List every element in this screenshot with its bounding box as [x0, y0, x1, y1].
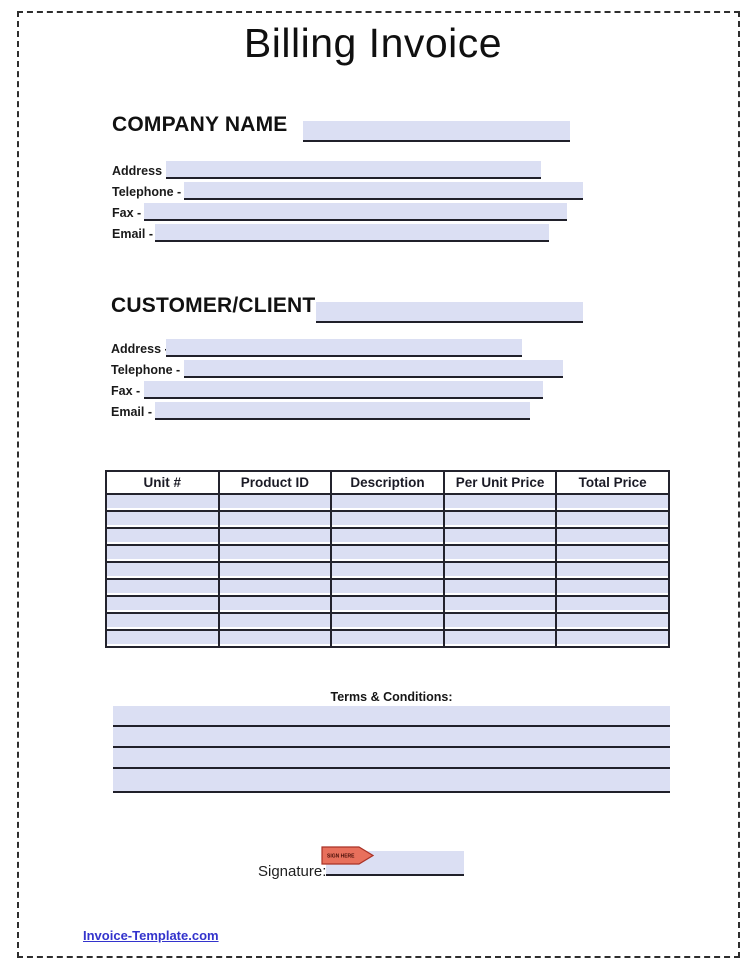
table-cell[interactable] — [555, 629, 670, 648]
table-row — [105, 510, 670, 529]
table-cell[interactable] — [217, 510, 333, 529]
customer-fax-label: Fax - — [111, 384, 141, 398]
customer-address-label: Address - — [111, 342, 169, 356]
company-telephone-label: Telephone - — [112, 185, 182, 199]
company-telephone-field[interactable] — [184, 182, 583, 200]
customer-email-label: Email - — [111, 405, 152, 419]
table-row — [105, 561, 670, 580]
table-cell[interactable] — [105, 527, 220, 546]
table-cell[interactable] — [105, 561, 220, 580]
table-cell[interactable] — [330, 493, 445, 512]
table-cell[interactable] — [442, 595, 558, 614]
table-row — [105, 544, 670, 563]
col-header-product-id: Product ID — [217, 470, 333, 495]
table-cell[interactable] — [330, 629, 445, 648]
col-header-per-unit-price: Per Unit Price — [442, 470, 558, 495]
customer-telephone-label: Telephone - — [111, 363, 181, 377]
table-cell[interactable] — [105, 612, 220, 631]
table-cell[interactable] — [555, 544, 670, 563]
table-cell[interactable] — [217, 561, 333, 580]
company-email-label: Email - — [112, 227, 153, 241]
table-cell[interactable] — [217, 629, 333, 648]
table-cell[interactable] — [105, 578, 220, 597]
table-cell[interactable] — [555, 612, 670, 631]
table-cell[interactable] — [105, 493, 220, 512]
sign-here-tag-icon[interactable]: SIGN HERE — [321, 846, 374, 865]
footer-link[interactable]: Invoice-Template.com — [83, 928, 219, 943]
company-address-label: Address - — [112, 164, 170, 178]
table-cell[interactable] — [442, 544, 558, 563]
customer-fax-field[interactable] — [144, 381, 543, 399]
customer-address-field[interactable] — [166, 339, 522, 357]
terms-heading: Terms & Conditions: — [330, 690, 453, 704]
customer-name-field[interactable] — [316, 302, 583, 323]
table-cell[interactable] — [555, 527, 670, 546]
company-fax-label: Fax - — [112, 206, 142, 220]
company-heading: COMPANY NAME — [112, 113, 288, 136]
table-cell[interactable] — [330, 544, 445, 563]
table-cell[interactable] — [217, 578, 333, 597]
table-cell[interactable] — [217, 544, 333, 563]
terms-line — [113, 746, 670, 748]
table-cell[interactable] — [555, 595, 670, 614]
table-cell[interactable] — [330, 527, 445, 546]
col-header-unit: Unit # — [105, 470, 220, 495]
items-table: Unit # Product ID Description Per Unit P… — [105, 470, 670, 648]
table-cell[interactable] — [217, 595, 333, 614]
table-row — [105, 629, 670, 648]
table-cell[interactable] — [330, 595, 445, 614]
table-cell[interactable] — [442, 493, 558, 512]
table-cell[interactable] — [442, 561, 558, 580]
col-header-total-price: Total Price — [555, 470, 670, 495]
table-header-row: Unit # Product ID Description Per Unit P… — [105, 470, 670, 495]
table-row — [105, 493, 670, 512]
table-cell[interactable] — [442, 629, 558, 648]
table-cell[interactable] — [442, 510, 558, 529]
table-cell[interactable] — [442, 527, 558, 546]
customer-email-field[interactable] — [155, 402, 530, 420]
table-row — [105, 612, 670, 631]
table-cell[interactable] — [105, 629, 220, 648]
table-cell[interactable] — [555, 561, 670, 580]
table-cell[interactable] — [105, 510, 220, 529]
table-cell[interactable] — [330, 510, 445, 529]
company-address-field[interactable] — [166, 161, 541, 179]
table-cell[interactable] — [217, 527, 333, 546]
table-row — [105, 595, 670, 614]
company-name-field[interactable] — [303, 121, 570, 142]
page-title: Billing Invoice — [243, 20, 503, 66]
terms-line — [113, 791, 670, 793]
table-cell[interactable] — [330, 561, 445, 580]
customer-heading: CUSTOMER/CLIENT — [111, 294, 316, 317]
sign-here-tag-text: SIGN HERE — [327, 854, 355, 860]
table-row — [105, 578, 670, 597]
table-cell[interactable] — [105, 595, 220, 614]
company-fax-field[interactable] — [144, 203, 567, 221]
signature-label: Signature: — [258, 863, 327, 880]
company-email-field[interactable] — [155, 224, 549, 242]
col-header-description: Description — [330, 470, 445, 495]
table-cell[interactable] — [330, 578, 445, 597]
table-cell[interactable] — [555, 493, 670, 512]
terms-text-area[interactable] — [113, 706, 670, 793]
table-cell[interactable] — [442, 578, 558, 597]
table-cell[interactable] — [555, 578, 670, 597]
table-cell[interactable] — [555, 510, 670, 529]
terms-line — [113, 767, 670, 769]
table-cell[interactable] — [330, 612, 445, 631]
table-cell[interactable] — [442, 612, 558, 631]
customer-telephone-field[interactable] — [184, 360, 563, 378]
terms-line — [113, 725, 670, 727]
table-cell[interactable] — [105, 544, 220, 563]
table-cell[interactable] — [217, 612, 333, 631]
table-cell[interactable] — [217, 493, 333, 512]
table-row — [105, 527, 670, 546]
